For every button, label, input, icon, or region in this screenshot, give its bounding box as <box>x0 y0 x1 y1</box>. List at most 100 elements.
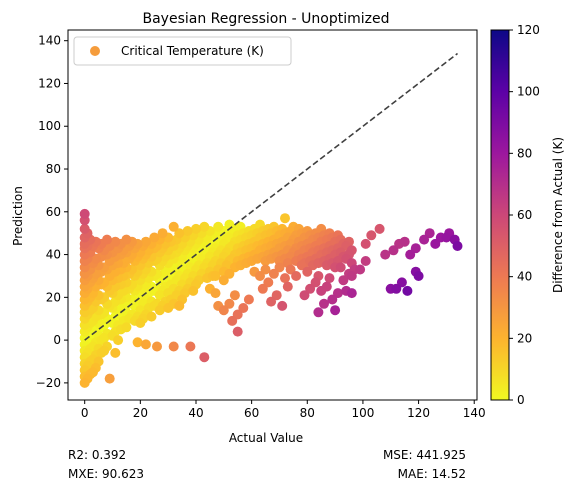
colorbar-tick-label: 120 <box>517 23 540 37</box>
x-axis-label: Actual Value <box>229 431 303 445</box>
scatter-point <box>441 232 452 243</box>
scatter-point <box>113 335 124 346</box>
y-tick-label: 40 <box>46 248 61 262</box>
legend: Critical Temperature (K) <box>73 36 292 66</box>
y-tick-label: 100 <box>38 119 61 133</box>
scatter-point <box>174 300 185 311</box>
y-tick-label: 140 <box>38 34 61 48</box>
colorbar-ticks: 0 20 40 60 80 100 120 <box>509 23 540 407</box>
scatter-point <box>299 290 310 301</box>
scatter-point <box>282 281 293 292</box>
y-tick-label: −20 <box>36 376 61 390</box>
scatter-point <box>154 305 165 316</box>
scatter-point <box>321 281 332 292</box>
colorbar-tick-label: 80 <box>517 146 532 160</box>
scatter-point <box>79 377 90 388</box>
x-tick-label: 60 <box>244 406 259 420</box>
scatter-point <box>380 249 391 260</box>
scatter-point <box>121 322 132 333</box>
scatter-point <box>268 268 279 279</box>
scatter-point <box>319 298 329 309</box>
scatter-point <box>277 300 288 311</box>
plot-area-frame <box>67 29 478 401</box>
scatter-point <box>140 339 151 350</box>
scatter-point <box>157 228 168 239</box>
scatter-point <box>146 311 157 322</box>
legend-label: Critical Temperature (K) <box>121 44 264 58</box>
y-tick-label: 20 <box>46 290 61 304</box>
scatter-point <box>355 264 366 275</box>
scatter-point <box>79 223 90 234</box>
scatter-point <box>210 288 221 299</box>
x-tick-label: 40 <box>188 406 203 420</box>
scatter-point <box>238 303 249 313</box>
scatter-point <box>149 232 160 243</box>
scatter-point <box>199 352 210 363</box>
scatter-point <box>346 288 357 299</box>
scatter-point <box>104 373 115 384</box>
metric-mxe: MXE: 90.623 <box>68 467 145 481</box>
x-tick-label: 80 <box>300 406 315 420</box>
metric-mae: MAE: 14.52 <box>397 467 466 481</box>
y-axis-ticks: −20 0 20 40 60 80 100 120 140 <box>36 34 68 390</box>
scatter-point <box>419 234 430 245</box>
scatter-point <box>291 271 302 281</box>
x-tick-label: 0 <box>81 406 89 420</box>
scatter-point <box>360 238 371 249</box>
scatter-point <box>324 273 335 284</box>
scatter-point <box>121 234 132 245</box>
y-axis-label: Prediction <box>11 186 25 246</box>
scatter-point <box>182 226 193 236</box>
y-tick-label: 120 <box>38 76 61 90</box>
scatter-point <box>405 249 416 260</box>
x-tick-label: 20 <box>133 406 148 420</box>
scatter-point <box>452 241 463 251</box>
scatter-point <box>210 271 221 281</box>
scatter-point <box>330 305 341 316</box>
scatter-point <box>388 245 399 256</box>
scatter-point <box>213 221 224 232</box>
scatter-point <box>266 296 277 307</box>
scatter-point <box>218 305 229 316</box>
scatter-point <box>99 345 110 356</box>
y-tick-label: 0 <box>53 333 61 347</box>
y-tick-label: 60 <box>46 205 61 219</box>
colorbar-tick-label: 100 <box>517 85 540 99</box>
scatter-points <box>79 208 463 388</box>
scatter-point <box>335 262 346 273</box>
scatter-point <box>135 318 146 328</box>
scatter-point <box>399 236 410 247</box>
scatter-point <box>257 283 268 294</box>
scatter-point <box>168 221 179 232</box>
colorbar-tick-label: 40 <box>517 270 532 284</box>
scatter-point <box>255 271 265 281</box>
legend-marker <box>90 46 100 56</box>
scatter-point <box>227 315 238 326</box>
scatter-point <box>391 283 402 294</box>
scatter-point <box>188 285 199 296</box>
x-tick-label: 140 <box>463 406 486 420</box>
scatter-point <box>402 285 413 296</box>
scatter-point <box>232 326 243 337</box>
y-tick-label: 80 <box>46 162 61 176</box>
scatter-point <box>110 347 121 358</box>
scatter-point <box>280 213 290 224</box>
colorbar: 0 20 40 60 80 100 120 Difference from Actual (… <box>490 23 565 407</box>
scatter-point <box>374 223 385 234</box>
scatter-point <box>346 271 357 281</box>
scatter-point <box>229 290 240 301</box>
colorbar-tick-label: 60 <box>517 208 532 222</box>
x-tick-label: 120 <box>407 406 430 420</box>
scatter-point <box>280 273 290 284</box>
scatter-point <box>302 266 313 277</box>
metric-mse: MSE: 441.925 <box>382 448 466 462</box>
scatter-point <box>191 223 201 234</box>
scatter-point <box>218 275 229 286</box>
scatter-point <box>338 275 349 286</box>
x-axis-ticks: 0 20 40 60 80 100 120 140 <box>81 400 486 420</box>
scatter-point <box>413 271 424 281</box>
scatter-point <box>313 307 324 318</box>
scatter-point <box>327 294 338 305</box>
scatter-point <box>360 256 371 266</box>
